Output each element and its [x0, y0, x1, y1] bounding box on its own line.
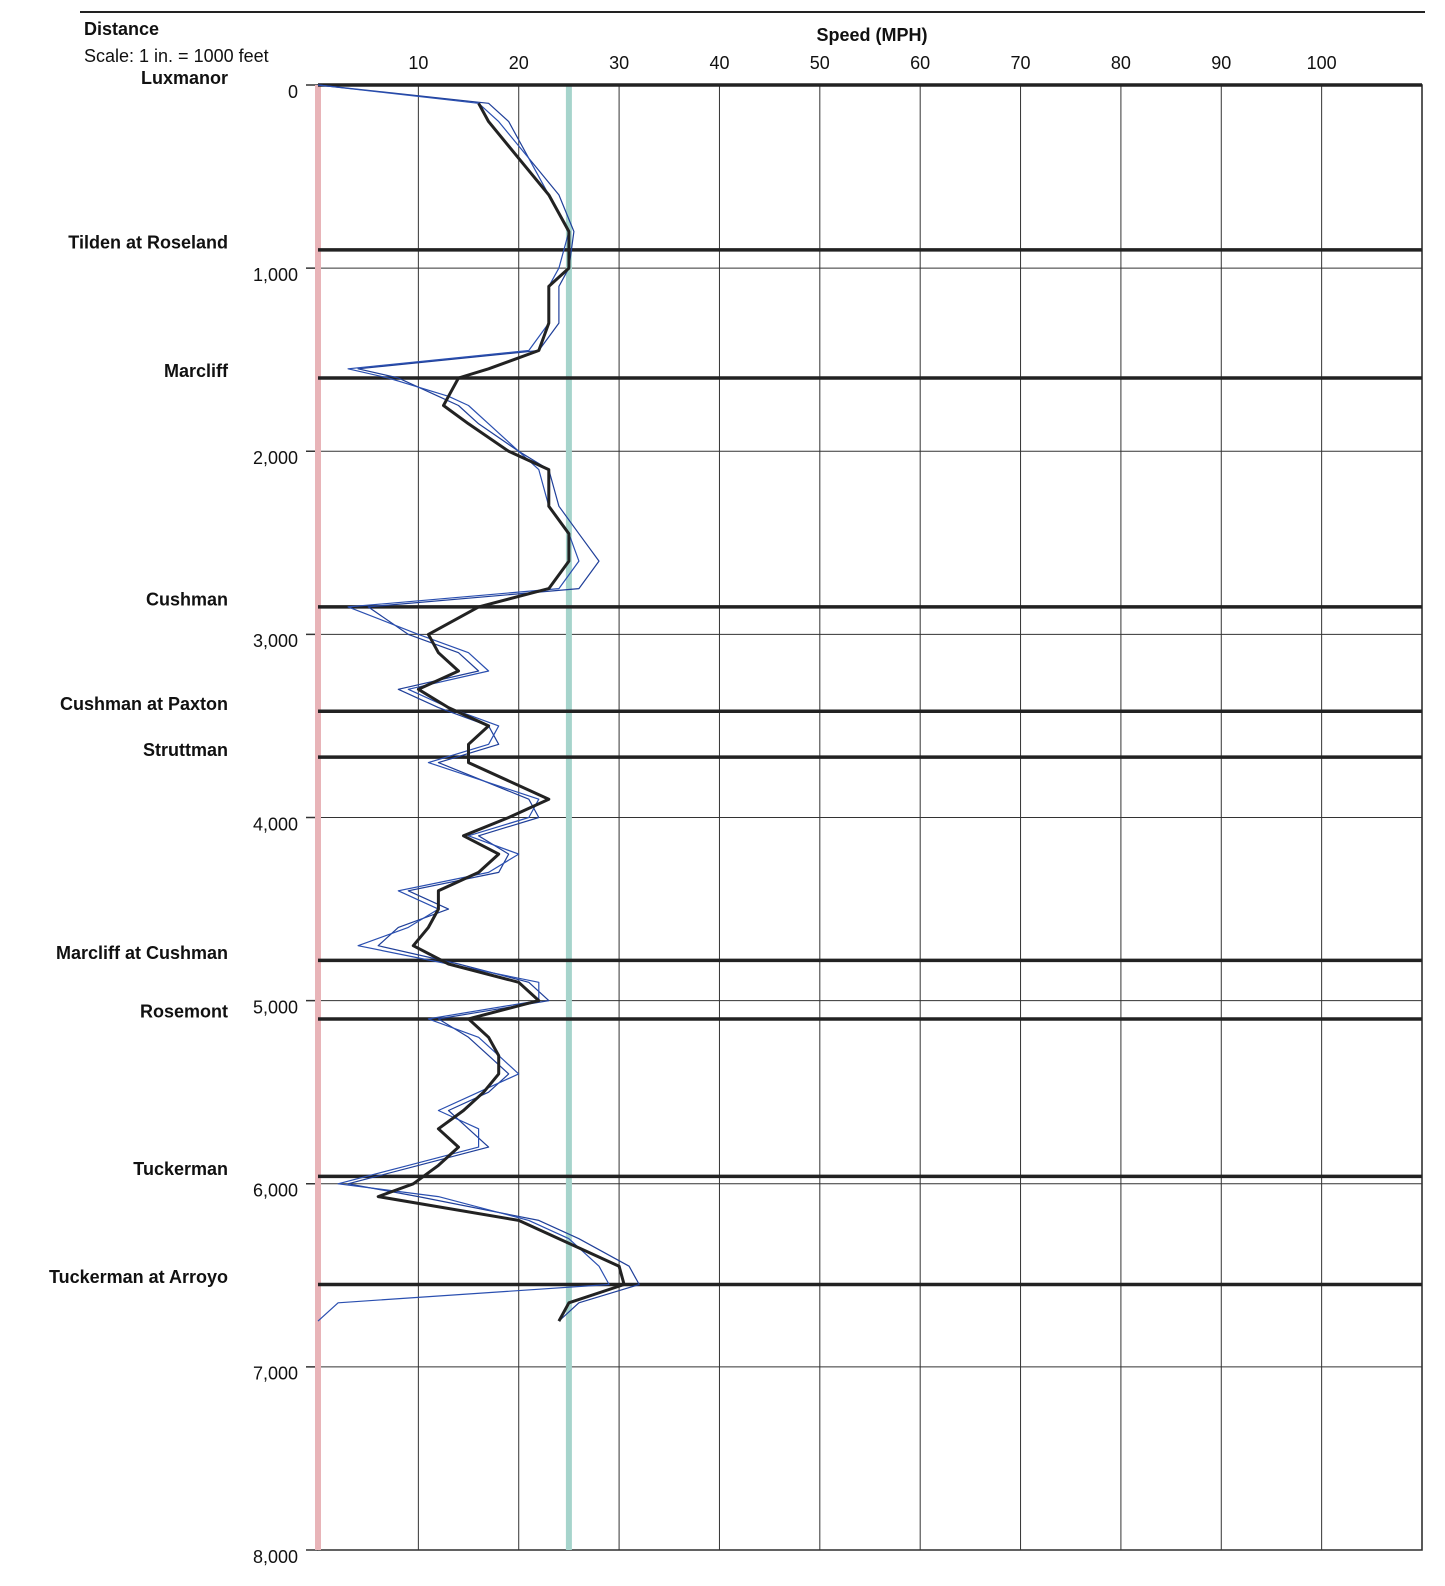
- intersection-label: Struttman: [143, 740, 228, 760]
- intersection-label: Marcliff: [164, 361, 229, 381]
- y-tick-label: 5,000: [253, 997, 298, 1017]
- intersection-label: Tuckerman at Arroyo: [49, 1267, 228, 1287]
- y-axis-label: Distance: [84, 19, 159, 39]
- chart-title: Speed (MPH): [816, 25, 927, 45]
- x-tick-label: 60: [910, 53, 930, 73]
- x-tick-label: 10: [408, 53, 428, 73]
- x-tick-label: 90: [1211, 53, 1231, 73]
- x-tick-label: 40: [709, 53, 729, 73]
- x-tick-label: 80: [1111, 53, 1131, 73]
- speed-line: [317, 84, 640, 1322]
- y-tick-label: 8,000: [253, 1547, 298, 1567]
- x-tick-label: 100: [1307, 53, 1337, 73]
- y-tick-label: 4,000: [253, 814, 298, 834]
- y-tick-label: 2,000: [253, 448, 298, 468]
- x-tick-label: 20: [509, 53, 529, 73]
- speed-line: [317, 84, 610, 1322]
- intersection-label: Luxmanor: [141, 68, 228, 88]
- intersection-label: Marcliff at Cushman: [56, 943, 228, 963]
- x-tick-label: 50: [810, 53, 830, 73]
- y-axis-subtitle: Scale: 1 in. = 1000 feet: [84, 46, 269, 66]
- intersection-label: Cushman at Paxton: [60, 694, 228, 714]
- x-tick-label: 30: [609, 53, 629, 73]
- intersection-label: Rosemont: [140, 1002, 228, 1022]
- y-tick-label: 3,000: [253, 631, 298, 651]
- y-tick-label: 1,000: [253, 265, 298, 285]
- intersection-label: Tilden at Roseland: [68, 233, 228, 253]
- intersection-label: Cushman: [146, 590, 228, 610]
- y-tick-label: 7,000: [253, 1364, 298, 1384]
- intersection-label: Tuckerman: [133, 1159, 228, 1179]
- y-tick-label: 6,000: [253, 1181, 298, 1201]
- y-tick-label: 0: [288, 82, 298, 102]
- speed-line: [376, 102, 626, 1322]
- x-tick-label: 70: [1011, 53, 1031, 73]
